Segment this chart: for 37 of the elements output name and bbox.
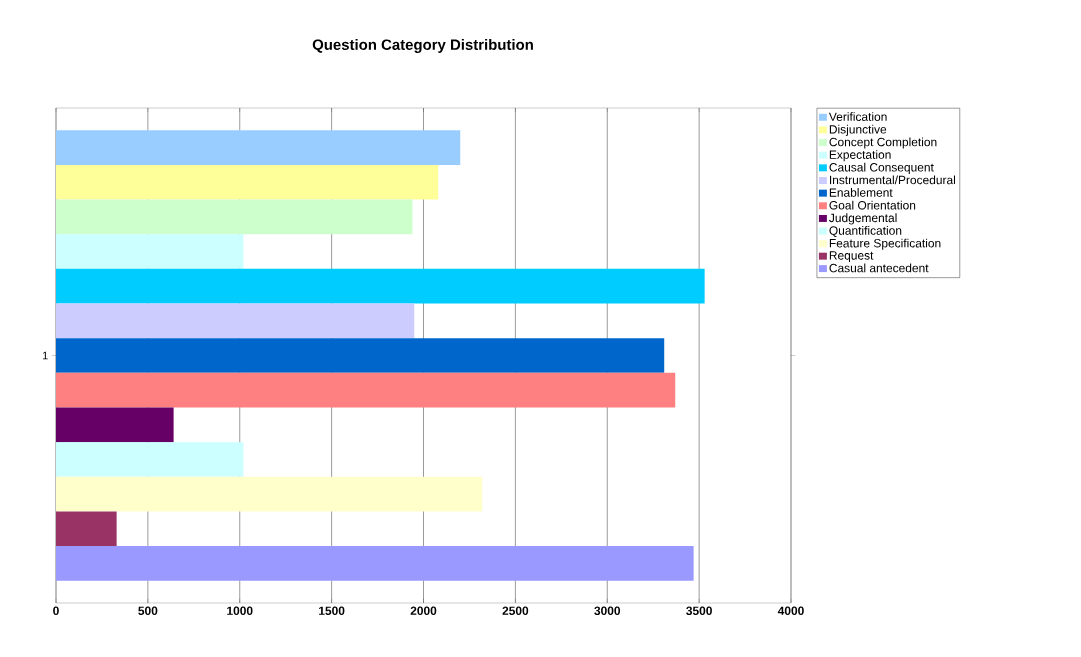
bar	[56, 234, 244, 269]
legend-label: Judgemental	[829, 213, 897, 225]
legend-label: Instrumental/Procedural	[830, 175, 955, 185]
x-tick-label: 500	[138, 606, 158, 615]
legend-label: Concept Completion	[829, 137, 937, 149]
x-tick-label: 3000	[594, 606, 621, 616]
chart-title: Question Category Distribution	[312, 38, 533, 53]
legend-label: Expectation	[829, 150, 891, 162]
bar	[56, 372, 676, 408]
x-tick-label: 1500	[319, 606, 345, 615]
legend-label: Quantification	[829, 226, 902, 237]
x-tick-label: 4000	[777, 606, 804, 615]
bar	[56, 442, 244, 477]
x-tick-label: 3500	[686, 606, 712, 616]
legend-label: Feature Specification	[829, 238, 941, 250]
bar	[56, 338, 665, 373]
legend-label: Causal Consequent	[829, 162, 934, 174]
bar	[56, 130, 461, 165]
x-tick-label: 0	[53, 606, 59, 615]
bar	[56, 164, 439, 200]
bar	[56, 511, 117, 547]
bar	[56, 546, 694, 581]
bar	[56, 199, 413, 235]
legend-label: Verification	[828, 112, 887, 121]
x-tick-label: 2000	[410, 606, 437, 615]
bar	[56, 476, 483, 512]
legend-label: Disjunctive	[829, 124, 887, 136]
legend-label: Goal Orientation	[829, 200, 916, 210]
bar	[56, 268, 705, 304]
x-tick-label: 2500	[502, 606, 529, 615]
bar	[56, 407, 174, 443]
legend-label: Enablement	[829, 188, 893, 197]
legend-label: Request	[829, 251, 874, 263]
y-tick-label: 1	[42, 351, 48, 360]
x-tick-label: 1000	[227, 606, 253, 615]
legend-label: Casual antecedent	[829, 263, 929, 273]
bar	[56, 303, 415, 339]
